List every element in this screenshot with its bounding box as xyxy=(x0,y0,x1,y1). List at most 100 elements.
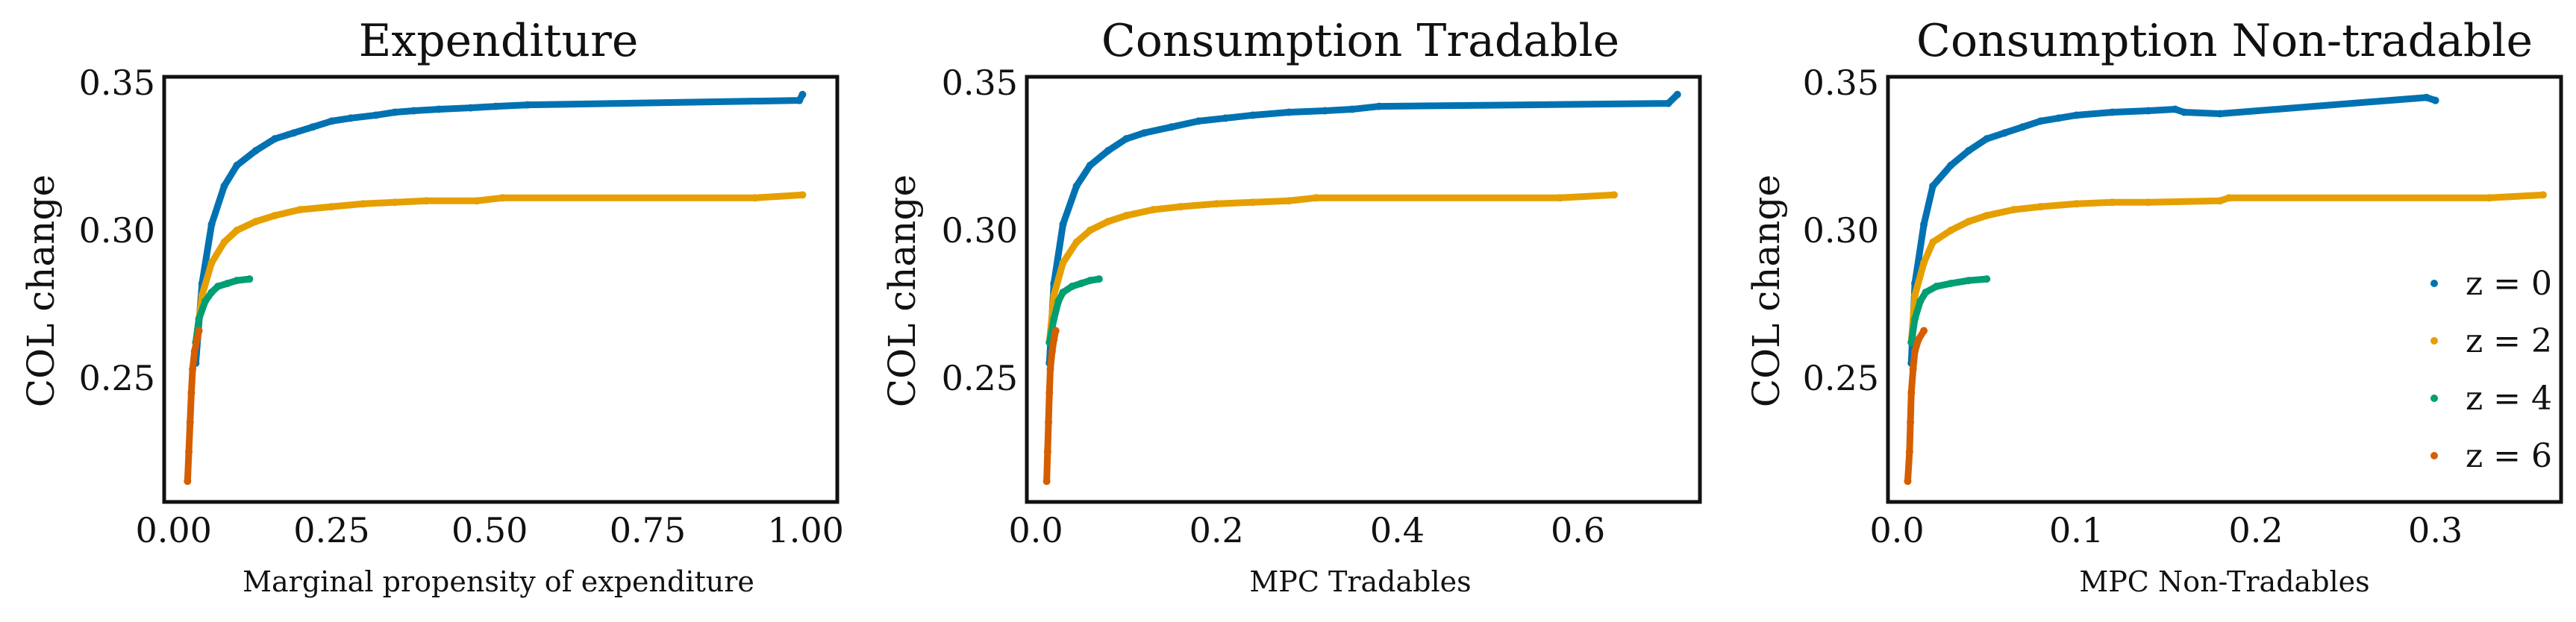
plot-area xyxy=(1042,90,1681,486)
data-point xyxy=(1045,418,1053,427)
data-point xyxy=(1947,161,1955,169)
legend: z = 0 z = 2 z = 4 z = 6 xyxy=(2430,265,2552,475)
data-point xyxy=(2431,96,2439,104)
data-point xyxy=(1673,90,1681,98)
data-point xyxy=(1929,182,1937,190)
data-point xyxy=(1348,105,1356,113)
data-point xyxy=(296,206,304,214)
data-point xyxy=(246,275,254,283)
data-point xyxy=(193,336,201,344)
data-point xyxy=(1947,280,1955,288)
data-point xyxy=(2171,105,2179,113)
series-z2 xyxy=(1907,191,2547,347)
data-point xyxy=(1610,191,1618,199)
data-point xyxy=(1911,315,1919,323)
data-point xyxy=(1285,197,1293,205)
panel-consumption-tradable: Consumption Tradable COL change MPC Trad… xyxy=(881,15,1702,598)
legend-label: z = 2 xyxy=(2466,322,2552,360)
data-point xyxy=(391,198,399,207)
data-point xyxy=(198,291,206,299)
x-tick-label: 0.1 xyxy=(2049,510,2104,550)
data-point xyxy=(2216,197,2224,205)
data-point xyxy=(410,107,418,115)
data-point xyxy=(309,123,317,131)
data-point xyxy=(1050,336,1058,344)
data-point xyxy=(2010,206,2018,214)
series-z0 xyxy=(1045,90,1681,367)
series-z0 xyxy=(1907,93,2439,367)
chart-title: Consumption Non-tradable xyxy=(1916,15,2533,67)
data-point xyxy=(233,277,241,285)
plot-frame xyxy=(1886,75,2563,504)
data-point xyxy=(1104,146,1112,154)
data-point xyxy=(751,194,759,202)
data-point xyxy=(1248,198,1257,207)
data-point xyxy=(346,114,354,122)
data-point xyxy=(1922,288,1930,296)
data-point xyxy=(1285,108,1293,116)
data-point xyxy=(1983,212,1991,220)
data-point xyxy=(1375,102,1384,110)
x-tick-label: 0.0 xyxy=(1869,510,1924,550)
data-point xyxy=(1086,161,1094,169)
data-point xyxy=(795,96,804,104)
data-point xyxy=(1051,327,1060,335)
y-tick-label: 0.35 xyxy=(79,63,155,103)
y-tick-label: 0.35 xyxy=(942,63,1018,103)
x-tick-label: 0.2 xyxy=(1189,510,1244,550)
series-z6 xyxy=(1904,327,1928,486)
data-point xyxy=(1904,477,1912,486)
series-z0 xyxy=(192,90,807,367)
y-tick-label: 0.30 xyxy=(942,210,1018,251)
data-point xyxy=(220,182,228,190)
legend-label: z = 6 xyxy=(2466,437,2552,475)
x-tick-label: 1.00 xyxy=(767,510,843,550)
series-z2 xyxy=(1045,191,1618,347)
chart-title: Consumption Tradable xyxy=(1101,15,1619,67)
data-point xyxy=(1054,297,1063,305)
data-point xyxy=(271,212,279,220)
data-point xyxy=(2072,200,2081,208)
y-tick-label: 0.30 xyxy=(1803,210,1879,251)
y-axis-label: COL change xyxy=(1745,175,1788,407)
data-point xyxy=(187,389,196,397)
data-point xyxy=(1048,348,1056,356)
data-point xyxy=(1983,135,1991,143)
series-z6 xyxy=(1042,327,1060,486)
panel-consumption-non-tradable: Consumption Non-tradable COL change MPC … xyxy=(1745,15,2563,598)
data-point xyxy=(2108,198,2116,207)
data-point xyxy=(328,203,336,211)
data-point xyxy=(2036,203,2045,211)
data-point xyxy=(1059,220,1067,228)
data-point xyxy=(1983,275,1991,283)
data-point xyxy=(271,135,279,143)
data-point xyxy=(2072,111,2081,119)
data-point xyxy=(2001,129,2009,137)
data-point xyxy=(391,108,399,116)
data-point xyxy=(1947,226,1955,234)
data-point xyxy=(290,129,298,137)
data-point xyxy=(1905,447,1913,456)
x-tick-label: 0.3 xyxy=(2408,510,2463,550)
data-point xyxy=(1046,365,1054,373)
series-z2 xyxy=(192,191,807,347)
data-point xyxy=(233,226,241,234)
data-point xyxy=(220,238,228,246)
data-point xyxy=(195,315,203,323)
data-point xyxy=(1321,107,1329,115)
data-point xyxy=(1248,111,1257,119)
data-point xyxy=(1965,146,1973,154)
x-tick-label: 0.6 xyxy=(1551,510,1605,550)
x-tick-label: 0.75 xyxy=(610,510,686,550)
data-point xyxy=(2054,114,2063,122)
legend-label: z = 0 xyxy=(2466,265,2552,303)
data-point xyxy=(466,104,475,112)
series-trace xyxy=(1045,91,1681,367)
chart-title: Expenditure xyxy=(359,15,639,67)
legend-marker xyxy=(2430,395,2438,402)
data-point xyxy=(2144,107,2152,115)
data-point xyxy=(435,105,443,113)
data-point xyxy=(1045,389,1054,397)
data-point xyxy=(1929,238,1937,246)
data-point xyxy=(186,418,194,427)
